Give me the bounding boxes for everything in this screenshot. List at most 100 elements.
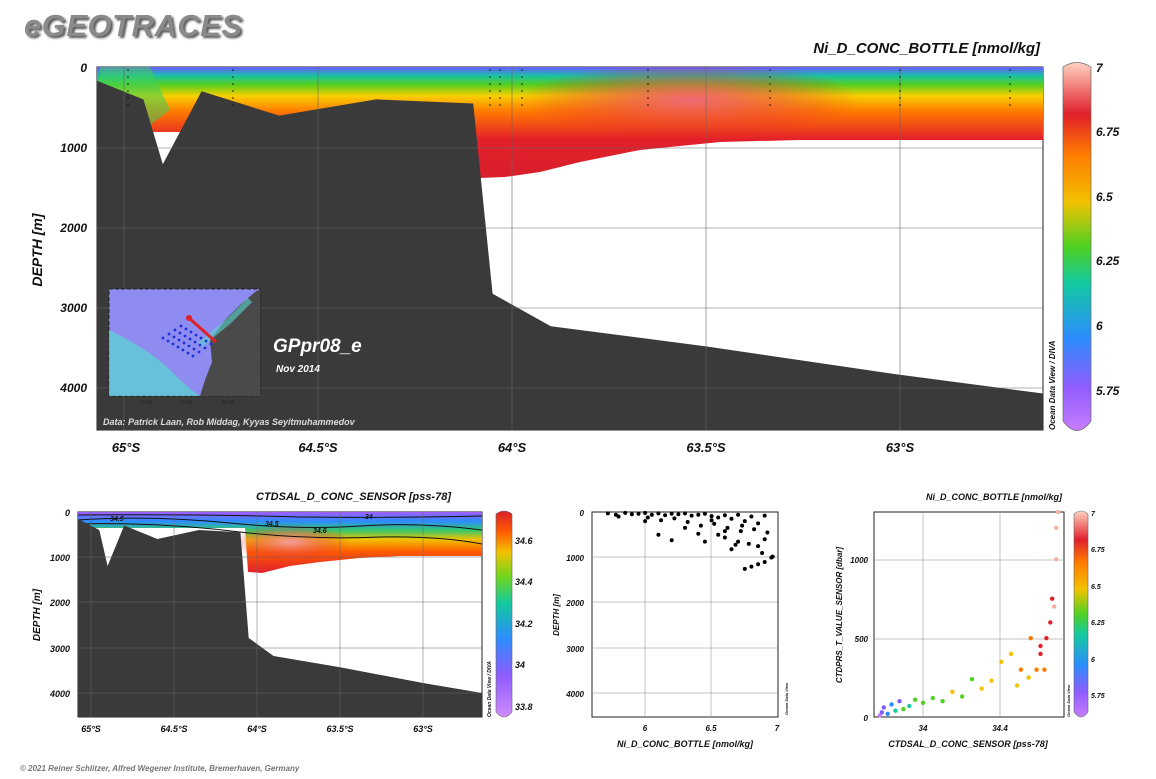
cruise-date: Nov 2014 bbox=[276, 364, 320, 375]
station-sample-dot bbox=[1009, 104, 1011, 106]
ni-scatter-point bbox=[669, 538, 674, 543]
station-sample-dot bbox=[769, 90, 771, 92]
sal-pressure-scatter: Ni_D_CONC_BOTTLE [nmol/kg] 0 500 1000 34… bbox=[835, 492, 1105, 749]
main-colorbar: 7 6.75 6.5 6.25 6 5.75 Ocean Data View /… bbox=[1048, 61, 1120, 431]
sp-scatter-point bbox=[889, 702, 894, 707]
sp-scatter-point bbox=[1038, 651, 1043, 657]
inset-station-dot bbox=[191, 354, 195, 358]
sp-scatter-point bbox=[1054, 557, 1059, 562]
sal-y-axis-label: DEPTH [m] bbox=[32, 588, 43, 641]
main-cbar-tick-6-75: 6.75 bbox=[1096, 125, 1120, 139]
sp-colorbar-bar bbox=[1073, 510, 1089, 718]
station-sample-dot bbox=[647, 104, 649, 106]
main-x-tick-63s: 63°S bbox=[886, 440, 915, 455]
station-sample-dot bbox=[647, 90, 649, 92]
sp-scatter-point bbox=[969, 677, 975, 682]
station-sample-dot bbox=[489, 90, 491, 92]
ni-scatter-point bbox=[738, 529, 743, 534]
station-sample-dot bbox=[899, 90, 901, 92]
station-sample-dot bbox=[499, 83, 501, 85]
sal-x-tick-63-5s: 63.5°S bbox=[326, 724, 353, 734]
station-sample-dot bbox=[1009, 90, 1011, 92]
ni-sc-watermark: Ocean Data View bbox=[784, 682, 789, 715]
sp-scatter-point bbox=[879, 710, 884, 715]
sp-x-tick-34: 34 bbox=[919, 724, 928, 733]
inset-station-dot bbox=[204, 339, 208, 343]
main-station-dots bbox=[127, 69, 1011, 106]
sal-x-tick-64-5s: 64.5°S bbox=[160, 724, 187, 734]
sp-scatter-point bbox=[999, 659, 1004, 664]
station-sample-dot bbox=[499, 69, 501, 71]
station-sample-dot bbox=[769, 69, 771, 71]
inset-station-dot bbox=[181, 348, 185, 352]
ni-scatter-point bbox=[689, 513, 694, 518]
inset-station-dot bbox=[184, 327, 188, 331]
sal-y-tick-4000: 4000 bbox=[49, 689, 70, 699]
salinity-section-plot: CTDSAL_D_CONC_SENSOR [pss-78] 34.5 bbox=[32, 491, 534, 734]
station-sample-dot bbox=[489, 69, 491, 71]
sp-cbar-tick-6: 6 bbox=[1091, 657, 1095, 664]
station-sample-dot bbox=[127, 76, 129, 78]
sp-scatter-point bbox=[1034, 667, 1039, 672]
inset-station-dot bbox=[167, 332, 171, 336]
ni-scatter-point bbox=[722, 535, 727, 540]
brand-logo: eGEOTRACES bbox=[24, 8, 243, 43]
ni-scatter-point bbox=[683, 511, 687, 516]
sp-scatter-point bbox=[881, 705, 886, 710]
station-sample-dot bbox=[232, 69, 234, 71]
salinity-contour-1 bbox=[78, 517, 482, 531]
station-sample-dot bbox=[489, 97, 491, 99]
station-sample-dot bbox=[489, 76, 491, 78]
sal-y-tick-2000: 2000 bbox=[49, 598, 70, 608]
inset-shelf-shallows bbox=[109, 330, 200, 396]
ni-scatter-point bbox=[760, 551, 765, 555]
ni-scatter-point bbox=[656, 532, 661, 537]
station-sample-dot bbox=[489, 104, 491, 106]
station-sample-dot bbox=[899, 76, 901, 78]
inset-station-dot bbox=[183, 334, 187, 338]
ni-scatter-point bbox=[736, 512, 741, 517]
ni-scatter-point bbox=[746, 541, 751, 546]
ni-scatter-point bbox=[645, 515, 650, 520]
sal-contour-label-1: 34.5 bbox=[110, 516, 124, 523]
data-credit: Data: Patrick Laan, Rob Middag, Kyyas Se… bbox=[103, 417, 356, 427]
ni-scatter-point bbox=[725, 525, 730, 530]
main-cbar-tick-5-75: 5.75 bbox=[1096, 384, 1120, 398]
inset-station-dot bbox=[177, 338, 181, 342]
station-sample-dot bbox=[899, 104, 901, 106]
sp-scatter-point bbox=[930, 695, 935, 701]
ni-sc-x-tick-6-5: 6.5 bbox=[705, 724, 717, 733]
sal-y-tick-1000: 1000 bbox=[50, 553, 70, 563]
salinity-contour-2 bbox=[78, 523, 482, 545]
sal-contour-label-4: 34 bbox=[365, 514, 373, 521]
sp-scatter-points bbox=[877, 509, 1061, 718]
station-sample-dot bbox=[232, 83, 234, 85]
main-cbar-tick-6: 6 bbox=[1096, 319, 1103, 333]
sp-y-tick-0: 0 bbox=[864, 714, 869, 723]
ni-scatter-point bbox=[659, 518, 664, 523]
sp-scatter-point bbox=[959, 694, 965, 699]
inset-station-dot bbox=[188, 337, 192, 341]
main-section-title: Ni_D_CONC_BOTTLE [nmol/kg] bbox=[813, 40, 1041, 57]
ni-scatter-point bbox=[702, 539, 707, 544]
sp-scatter-point bbox=[907, 703, 912, 709]
inset-station-dot bbox=[173, 328, 177, 332]
sal-y-tick-0: 0 bbox=[65, 508, 70, 518]
ni-scatter-point bbox=[762, 560, 767, 564]
main-x-ticks: 65°S 64.5°S 64°S 63.5°S 63°S bbox=[112, 440, 915, 455]
sp-scatter-point bbox=[893, 708, 898, 713]
ni-scatter-point bbox=[733, 542, 738, 547]
main-y-axis-label: DEPTH [m] bbox=[29, 212, 45, 286]
main-y-tick-4000: 4000 bbox=[59, 381, 87, 395]
sp-y-tick-1000: 1000 bbox=[850, 556, 868, 565]
inset-station-dot bbox=[209, 342, 213, 346]
ni-scatter-point bbox=[672, 516, 677, 521]
station-sample-dot bbox=[521, 76, 523, 78]
ni-scatter-frame bbox=[591, 511, 779, 718]
station-sample-dot bbox=[232, 104, 234, 106]
ni-scatter-point bbox=[649, 512, 654, 517]
station-sample-dot bbox=[499, 76, 501, 78]
ni-depth-scatter: 0 1000 2000 3000 4000 6 6.5 7 Ni_D_CONC_… bbox=[552, 509, 789, 749]
inset-station-dot bbox=[187, 344, 191, 348]
ni-scatter-point bbox=[716, 515, 721, 520]
